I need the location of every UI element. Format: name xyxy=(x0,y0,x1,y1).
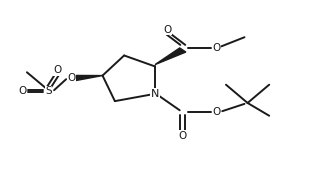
Polygon shape xyxy=(71,75,103,81)
Text: O: O xyxy=(213,43,221,53)
Text: O: O xyxy=(213,107,221,117)
Text: O: O xyxy=(54,65,62,75)
Text: O: O xyxy=(163,25,171,35)
Text: N: N xyxy=(151,89,159,99)
Text: O: O xyxy=(68,73,76,83)
Polygon shape xyxy=(155,48,186,65)
Text: O: O xyxy=(18,86,26,96)
Text: O: O xyxy=(179,131,187,141)
Text: S: S xyxy=(45,86,52,96)
